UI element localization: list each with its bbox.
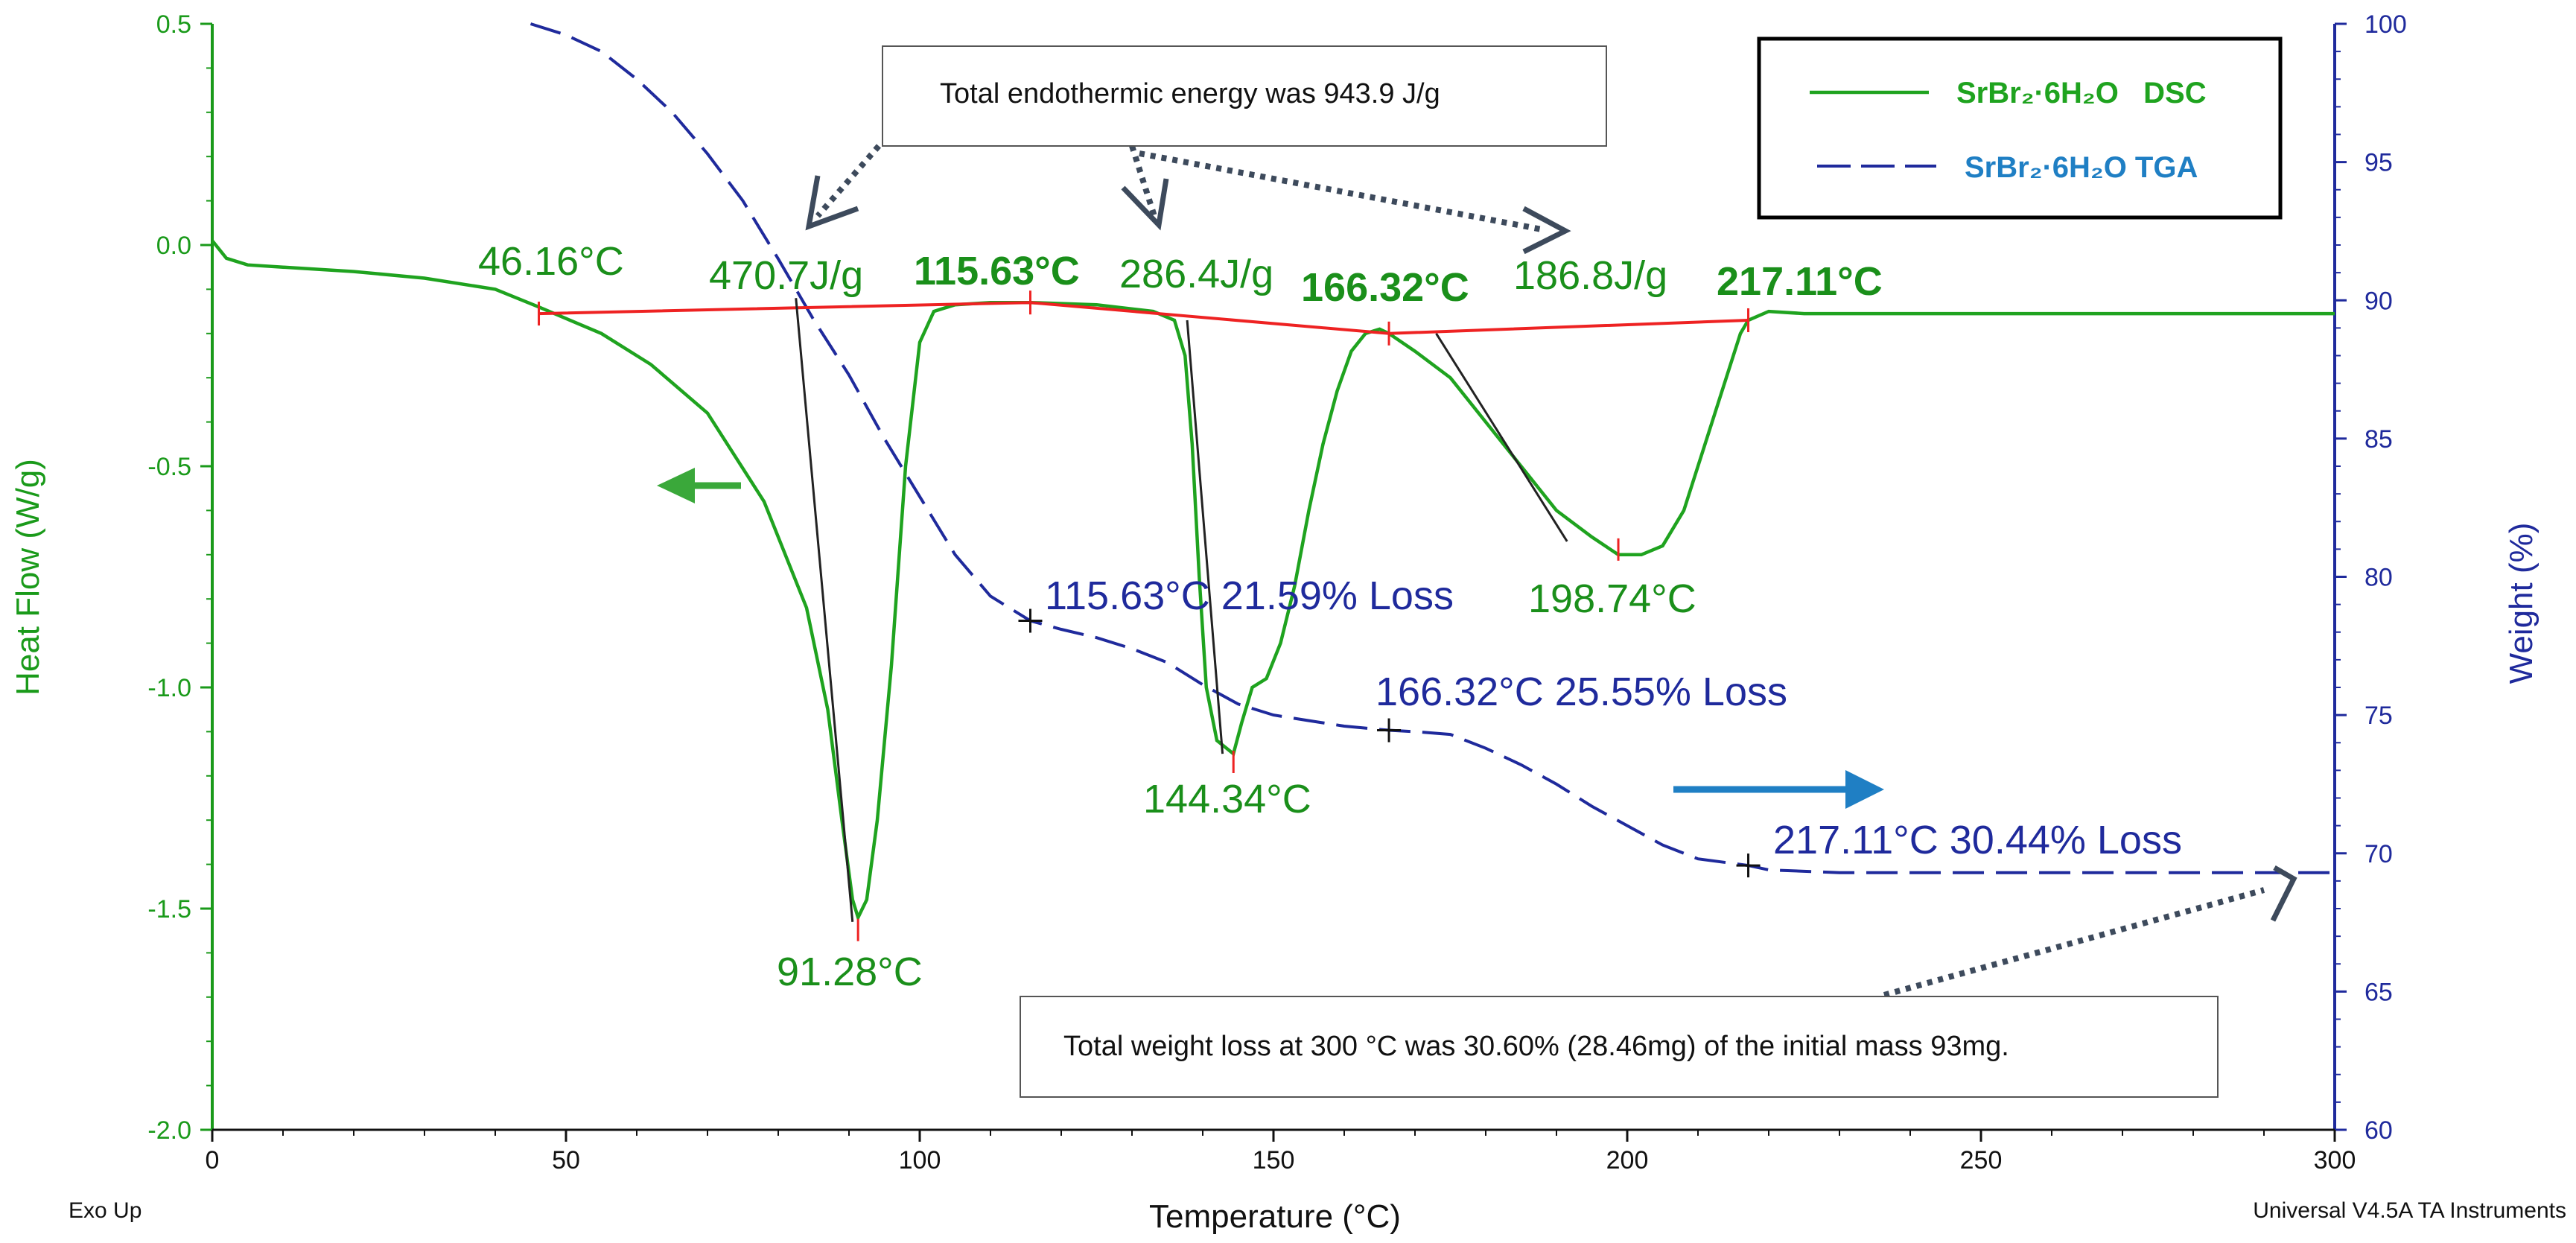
x-tick-label: 300 (2314, 1146, 2356, 1174)
dsc-series-line (211, 239, 2335, 922)
left-tick-label: -0.5 (147, 453, 191, 481)
weight-note-text: Total weight loss at 300 °C was 30.60% (… (1063, 1031, 2009, 1062)
x-axis-ticks: 0 50 100 150 200 250 300 (206, 1130, 2356, 1174)
weight-note-pointer (1883, 865, 2297, 998)
series-layer (211, 22, 2335, 922)
annotation-loss3: 217.11°C 30.44% Loss (1773, 818, 2182, 862)
right-tick-label: 60 (2364, 1116, 2393, 1145)
peak-ticks (856, 538, 1620, 941)
left-axis-title: Heat Flow (W/g) (10, 459, 46, 696)
tangent-line (1186, 320, 1224, 754)
footer-instrument: Universal V4.5A TA Instruments (2253, 1198, 2566, 1223)
x-tick-label: 200 (1606, 1146, 1649, 1174)
left-axis-ticks: 0.5 0.0 -0.5 -1.0 -1.5 -2.0 (147, 10, 212, 1145)
tangent-lines (795, 298, 1568, 922)
left-tick-label: -2.0 (147, 1116, 191, 1145)
right-tick-label: 100 (2364, 10, 2407, 39)
energy-note-box: Total endothermic energy was 943.9 J/g (882, 45, 1607, 147)
annotation-loss1: 115.63°C 21.59% Loss (1045, 573, 1454, 618)
right-tick-label: 85 (2364, 425, 2393, 454)
annotation-loss2: 166.32°C 25.55% Loss (1376, 670, 1787, 714)
integration-baseline (538, 301, 1749, 335)
annotation-onset1: 46.16°C (478, 239, 624, 284)
left-tick-label: -1.0 (147, 674, 191, 702)
x-tick-label: 250 (1960, 1146, 2003, 1174)
right-axis-title: Weight (%) (2503, 523, 2540, 684)
right-tick-label: 95 (2364, 149, 2393, 177)
x-tick-label: 150 (1253, 1146, 1295, 1174)
annotation-boundary1: 115.63°C (914, 249, 1080, 293)
tangent-line (795, 298, 854, 922)
tga-series-line (529, 22, 2335, 874)
annotation-boundary3: 217.11°C (1717, 259, 1883, 304)
x-axis-title: Temperature (°C) (1149, 1198, 1401, 1235)
energy-note-text: Total endothermic energy was 943.9 J/g (940, 78, 1440, 109)
x-tick-label: 0 (206, 1146, 220, 1174)
left-tick-label: -1.5 (147, 895, 191, 923)
left-tick-label: 0.5 (156, 10, 191, 39)
tga-markers (1018, 608, 1761, 878)
right-axis-ticks: 100 95 90 85 80 75 70 65 60 (2335, 10, 2407, 1145)
legend-dsc-label: SrBr₂·6H₂O DSC (1956, 77, 2207, 109)
x-tick-label: 50 (552, 1146, 580, 1174)
footer-exo-up: Exo Up (69, 1198, 141, 1223)
right-tick-label: 75 (2364, 702, 2393, 730)
energy-note-pointers (805, 144, 1571, 255)
annotation-peak2: 144.34°C (1143, 777, 1311, 821)
annotation-enthalpy3: 186.8J/g (1513, 253, 1667, 298)
baseline-ticks (538, 290, 1750, 346)
annotation-enthalpy1: 470.7J/g (709, 253, 863, 298)
legend: SrBr₂·6H₂O DSC SrBr₂·6H₂O TGA (1757, 36, 2283, 220)
right-tick-label: 80 (2364, 564, 2393, 592)
tga-axis-arrow (1673, 770, 1884, 809)
x-tick-label: 100 (899, 1146, 941, 1174)
annotation-peak1: 91.28°C (777, 950, 923, 994)
dsc-axis-arrow (657, 468, 741, 503)
legend-tga-label: SrBr₂·6H₂O TGA (1965, 151, 2198, 184)
right-tick-label: 90 (2364, 287, 2393, 315)
right-tick-label: 70 (2364, 840, 2393, 868)
tangent-line (1435, 333, 1568, 542)
annotation-peak3: 198.74°C (1528, 576, 1696, 621)
left-tick-label: 0.0 (156, 232, 191, 260)
right-tick-label: 65 (2364, 978, 2393, 1006)
annotation-boundary2: 166.32°C (1301, 265, 1469, 310)
weight-note-box: Total weight loss at 300 °C was 30.60% (… (1020, 996, 2219, 1098)
annotation-enthalpy2: 286.4J/g (1119, 252, 1273, 296)
